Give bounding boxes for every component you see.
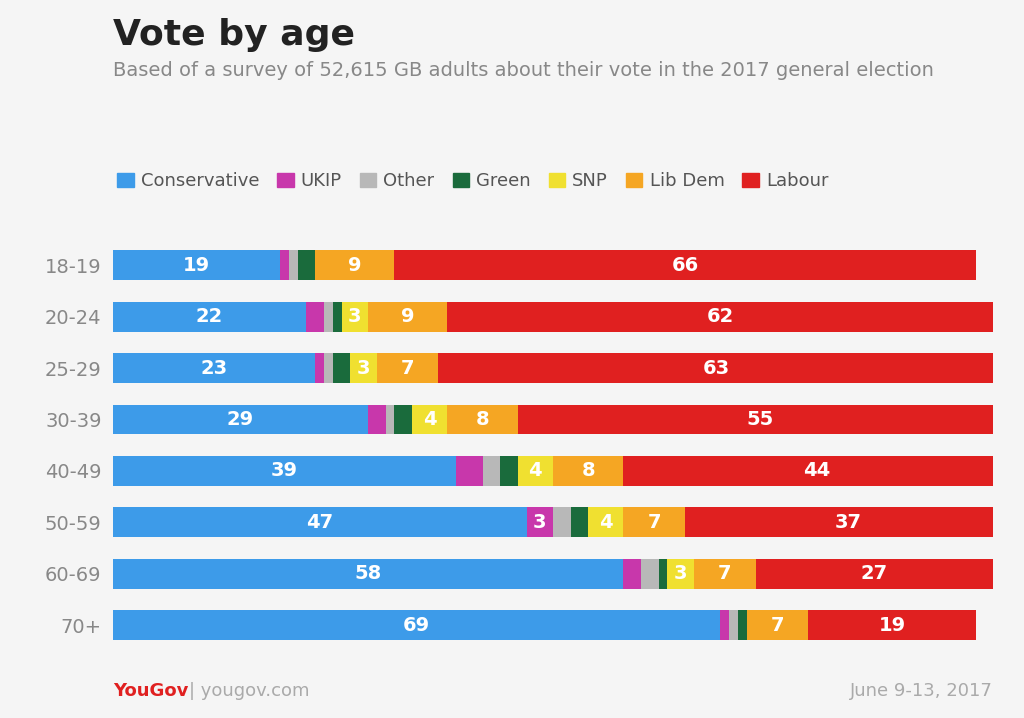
Bar [113,353,315,383]
Text: 9: 9 [401,307,415,326]
Bar [350,353,377,383]
Bar [113,404,368,434]
Text: 4: 4 [599,513,612,532]
Bar [324,302,333,332]
Text: YouGov: YouGov [113,682,188,700]
Bar [447,302,993,332]
Bar [668,559,694,589]
Text: Vote by age: Vote by age [113,18,354,52]
Text: 63: 63 [702,358,729,378]
Text: Based of a survey of 52,615 GB adults about their vote in the 2017 general elect: Based of a survey of 52,615 GB adults ab… [113,61,934,80]
Bar [113,302,306,332]
Text: 55: 55 [746,410,773,429]
Bar [746,610,808,640]
Text: | yougov.com: | yougov.com [189,682,310,700]
Bar [729,610,738,640]
Bar [113,559,624,589]
Text: 27: 27 [861,564,888,583]
Bar [588,508,624,537]
Bar [368,302,447,332]
Bar [333,353,350,383]
Bar [570,508,588,537]
Bar [694,559,756,589]
Legend: Conservative, UKIP, Other, Green, SNP, Lib Dem, Labour: Conservative, UKIP, Other, Green, SNP, L… [118,172,828,190]
Bar [482,456,500,486]
Bar [342,302,368,332]
Bar [412,404,447,434]
Bar [641,559,658,589]
Bar [306,302,324,332]
Bar [333,302,342,332]
Text: 8: 8 [582,462,595,480]
Text: 3: 3 [674,564,687,583]
Bar [738,610,746,640]
Text: 4: 4 [528,462,542,480]
Text: 7: 7 [647,513,660,532]
Text: 22: 22 [196,307,223,326]
Bar [518,404,1002,434]
Text: June 9-13, 2017: June 9-13, 2017 [850,682,993,700]
Text: 58: 58 [354,564,382,583]
Bar [280,251,289,280]
Text: 62: 62 [707,307,734,326]
Text: 44: 44 [804,462,830,480]
Text: 3: 3 [357,358,371,378]
Bar [658,559,668,589]
Bar [808,610,976,640]
Bar [386,404,394,434]
Bar [113,251,280,280]
Bar [756,559,993,589]
Bar [315,353,324,383]
Text: 39: 39 [271,462,298,480]
Text: 37: 37 [835,513,861,532]
Bar [518,456,553,486]
Text: 29: 29 [226,410,254,429]
Bar [324,353,333,383]
Bar [394,404,412,434]
Bar [377,353,438,383]
Bar [368,404,386,434]
Bar [526,508,553,537]
Bar [394,251,976,280]
Bar [113,508,526,537]
Bar [685,508,1011,537]
Text: 7: 7 [401,358,415,378]
Bar [298,251,315,280]
Text: 19: 19 [879,615,905,635]
Bar [624,456,1011,486]
Text: 8: 8 [476,410,489,429]
Text: 47: 47 [306,513,333,532]
Bar [553,508,570,537]
Text: 3: 3 [534,513,547,532]
Text: 7: 7 [771,615,784,635]
Text: 66: 66 [672,256,698,275]
Text: 23: 23 [201,358,227,378]
Bar [624,559,641,589]
Text: 9: 9 [348,256,361,275]
Bar [553,456,624,486]
Bar [113,456,456,486]
Bar [447,404,518,434]
Bar [456,456,482,486]
Bar [438,353,993,383]
Bar [720,610,729,640]
Bar [500,456,518,486]
Text: 3: 3 [348,307,361,326]
Bar [315,251,394,280]
Bar [624,508,685,537]
Text: 7: 7 [718,564,731,583]
Bar [113,610,720,640]
Bar [289,251,298,280]
Text: 69: 69 [402,615,430,635]
Text: 19: 19 [182,256,210,275]
Text: 4: 4 [423,410,436,429]
